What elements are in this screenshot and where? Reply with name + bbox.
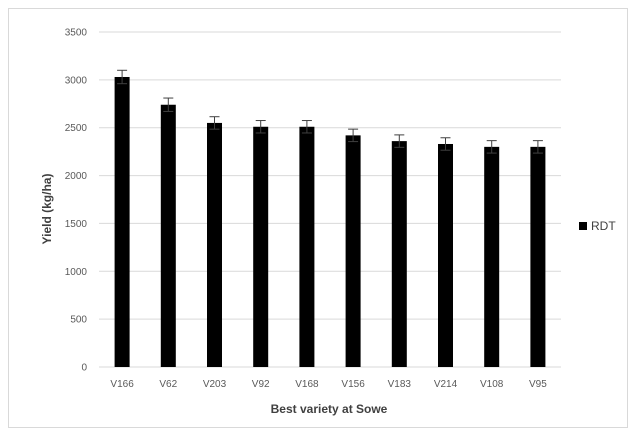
y-tick-label-500: 500 <box>70 315 87 326</box>
x-tick-label-V156: V156 <box>341 379 365 390</box>
x-tick-label-V62: V62 <box>159 379 177 390</box>
y-axis-title: Yield (kg/ha) <box>40 174 54 245</box>
y-tick-label-2000: 2000 <box>65 171 88 182</box>
chart-frame: 0 500 1000 1500 2000 2500 3000 3500 V166 V62 V203… <box>8 8 628 428</box>
bar-V156 <box>345 135 361 367</box>
error-bars <box>117 69 543 154</box>
bar-chart: 0 500 1000 1500 2000 2500 3000 3500 V166 V62 V203… <box>40 28 616 417</box>
x-tick-label-V214: V214 <box>434 379 458 390</box>
y-tick-label-0: 0 <box>81 363 87 374</box>
legend-label-rdt: RDT <box>591 219 616 233</box>
x-tick-label-V92: V92 <box>252 379 270 390</box>
bar-V62 <box>160 104 176 367</box>
y-axis-ticks: 0 500 1000 1500 2000 2500 3000 3500 <box>65 28 88 374</box>
bar-V214 <box>438 143 453 367</box>
y-tick-label-1500: 1500 <box>65 219 88 230</box>
bar-V92 <box>253 126 269 367</box>
bar-V95 <box>530 146 546 367</box>
y-tick-label-3500: 3500 <box>65 28 88 39</box>
gridlines <box>99 31 561 368</box>
x-tick-label-V203: V203 <box>203 379 227 390</box>
bar-V166 <box>114 76 130 367</box>
x-tick-label-V95: V95 <box>529 379 547 390</box>
x-tick-label-V168: V168 <box>295 379 319 390</box>
y-tick-label-3000: 3000 <box>65 75 88 86</box>
legend: RDT <box>579 219 616 233</box>
x-axis-title: Best variety at Sowe <box>271 402 388 416</box>
bar-V168 <box>299 126 315 367</box>
y-tick-label-1000: 1000 <box>65 267 88 278</box>
bars <box>114 76 546 367</box>
x-axis-ticks: V166 V62 V203 V92 V168 V156 V183 V214 V108 V95 <box>110 379 547 390</box>
x-tick-label-V166: V166 <box>110 379 134 390</box>
x-tick-label-V108: V108 <box>480 379 504 390</box>
y-tick-label-2500: 2500 <box>65 123 88 134</box>
bar-V108 <box>484 146 500 367</box>
x-tick-label-V183: V183 <box>388 379 412 390</box>
bar-V183 <box>391 141 407 367</box>
bar-V203 <box>207 122 222 367</box>
legend-swatch-rdt <box>579 222 587 230</box>
